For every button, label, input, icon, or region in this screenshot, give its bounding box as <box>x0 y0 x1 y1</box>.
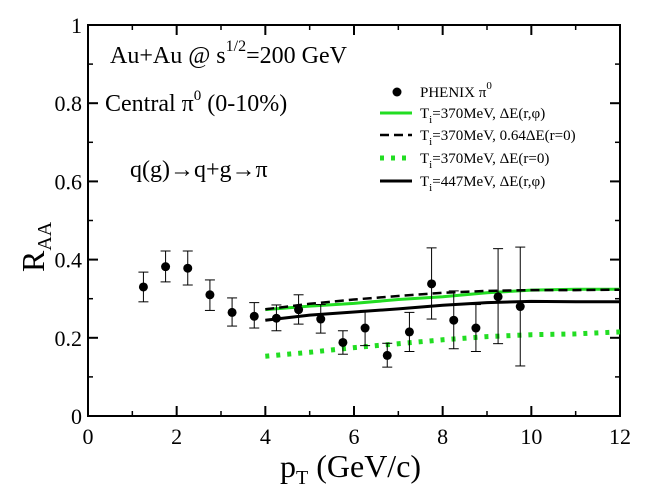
legend-marker-phenix <box>392 87 402 97</box>
data-point <box>427 279 437 289</box>
x-axis-label: pT (GeV/c) <box>280 448 421 489</box>
data-point <box>404 327 414 337</box>
phenix-data-points <box>138 246 526 368</box>
data-point <box>271 313 281 323</box>
data-point <box>294 305 304 315</box>
model-curves <box>265 287 621 359</box>
plot-frame <box>87 24 621 417</box>
legend: PHENIX π0 Ti=370MeV, ΔE(r,φ) Ti=370MeV, … <box>380 80 576 194</box>
data-point <box>449 315 459 325</box>
series-4-line <box>265 299 620 322</box>
y-tick-label: 0.2 <box>55 326 83 351</box>
data-point <box>360 323 370 333</box>
y-axis-label: RAA <box>15 221 56 272</box>
legend-label-series-3: Ti=370MeV, ΔE(r=0) <box>420 151 549 171</box>
data-point <box>161 262 171 272</box>
y-tick-label: 0.4 <box>55 248 83 273</box>
data-point <box>205 290 215 300</box>
x-tick-label: 2 <box>171 424 182 449</box>
data-point <box>471 323 481 333</box>
x-tick-label: 10 <box>520 424 542 449</box>
data-point <box>316 314 326 324</box>
x-tick-label: 12 <box>609 424 631 449</box>
x-tick-label: 0 <box>83 424 94 449</box>
centrality-annotation: Central π0 (0-10%) <box>105 88 287 117</box>
series-3-line <box>265 329 621 359</box>
series-2-line <box>265 288 621 311</box>
legend-label-series-1: Ti=370MeV, ΔE(r,φ) <box>420 106 545 126</box>
x-tick-label: 8 <box>437 424 448 449</box>
legend-label-phenix: PHENIX π0 <box>420 80 492 101</box>
y-tick-label: 0 <box>71 404 82 429</box>
data-point <box>183 263 193 273</box>
data-point <box>515 302 525 312</box>
process-annotation: q(g)→q+g→π <box>130 157 268 183</box>
legend-label-series-4: Ti=447MeV, ΔE(r,φ) <box>420 174 545 194</box>
data-point <box>382 350 392 360</box>
data-point <box>249 311 259 321</box>
x-tick-label: 4 <box>260 424 271 449</box>
y-tick-label: 0.6 <box>55 169 83 194</box>
data-point <box>338 337 348 347</box>
y-tick-label: 1 <box>71 13 82 38</box>
data-point <box>227 307 237 317</box>
system-annotation: Au+Au @ s1/2=200 GeV <box>110 38 348 69</box>
y-tick-label: 0.8 <box>55 91 83 116</box>
x-tick-label: 6 <box>349 424 360 449</box>
legend-label-series-2: Ti=370MeV, 0.64ΔE(r=0) <box>420 128 576 148</box>
data-point <box>493 292 503 302</box>
data-point <box>138 282 148 292</box>
axis-ticks: 0 2 4 6 8 10 12 0 0.2 0.4 0.6 0.8 1 <box>55 13 632 449</box>
